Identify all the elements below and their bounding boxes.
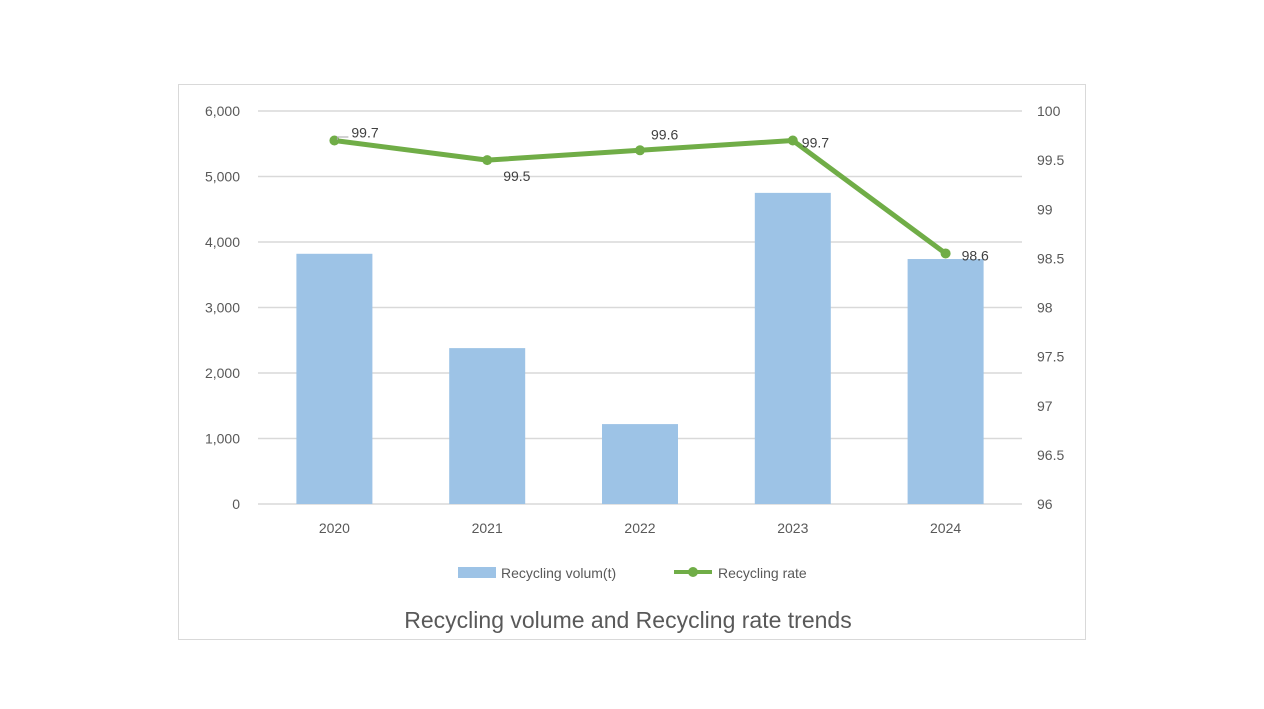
x-tick-label: 2023 xyxy=(777,520,808,536)
label-leader-line xyxy=(336,136,349,140)
y-right-tick-label: 98.5 xyxy=(1037,250,1064,266)
y-right-tick-label: 100 xyxy=(1037,103,1061,119)
y-left-tick-label: 3,000 xyxy=(205,300,240,316)
y-right-tick-label: 97 xyxy=(1037,398,1053,414)
rate-data-label: 99.6 xyxy=(651,126,678,142)
legend-label-bar: Recycling volum(t) xyxy=(501,565,616,581)
y-right-tick-label: 97.5 xyxy=(1037,349,1064,365)
x-tick-label: 2024 xyxy=(930,520,961,536)
y-left-tick-label: 5,000 xyxy=(205,169,240,185)
bar-2023 xyxy=(754,192,831,504)
y-left-tick-label: 2,000 xyxy=(205,365,240,381)
y-left-tick-label: 4,000 xyxy=(205,234,240,250)
bar-2024 xyxy=(907,259,984,504)
y-left-tick-label: 0 xyxy=(232,496,240,512)
rate-point-2023 xyxy=(787,135,798,146)
legend-label-line: Recycling rate xyxy=(718,565,807,581)
bar-2022 xyxy=(602,424,678,504)
rate-point-2022 xyxy=(635,145,645,156)
rate-data-label: 99.5 xyxy=(503,168,530,184)
legend-marker-line xyxy=(688,567,698,577)
chart-title: Recycling volume and Recycling rate tren… xyxy=(404,607,851,633)
bar-2020 xyxy=(296,253,373,504)
y-right-tick-label: 96.5 xyxy=(1037,447,1064,463)
y-right-tick-label: 98 xyxy=(1037,300,1053,316)
rate-data-label: 99.7 xyxy=(351,124,378,140)
y-left-tick-label: 6,000 xyxy=(205,103,240,119)
rate-point-2024 xyxy=(940,248,951,259)
legend: Recycling volum(t) Recycling rate xyxy=(458,565,807,581)
y-left-tick-label: 1,000 xyxy=(205,431,240,447)
x-tick-label: 2021 xyxy=(472,520,503,536)
y-right-tick-label: 96 xyxy=(1037,496,1053,512)
rate-data-label: 99.7 xyxy=(802,134,829,150)
x-tick-label: 2020 xyxy=(319,520,350,536)
y-right-tick-label: 99 xyxy=(1037,201,1053,217)
rate-data-label: 98.6 xyxy=(962,247,989,263)
x-tick-label: 2022 xyxy=(624,520,655,536)
rate-point-2021 xyxy=(482,155,493,166)
legend-swatch-bar xyxy=(458,567,496,578)
bar-2021 xyxy=(449,348,526,504)
y-right-tick-label: 99.5 xyxy=(1037,152,1064,168)
